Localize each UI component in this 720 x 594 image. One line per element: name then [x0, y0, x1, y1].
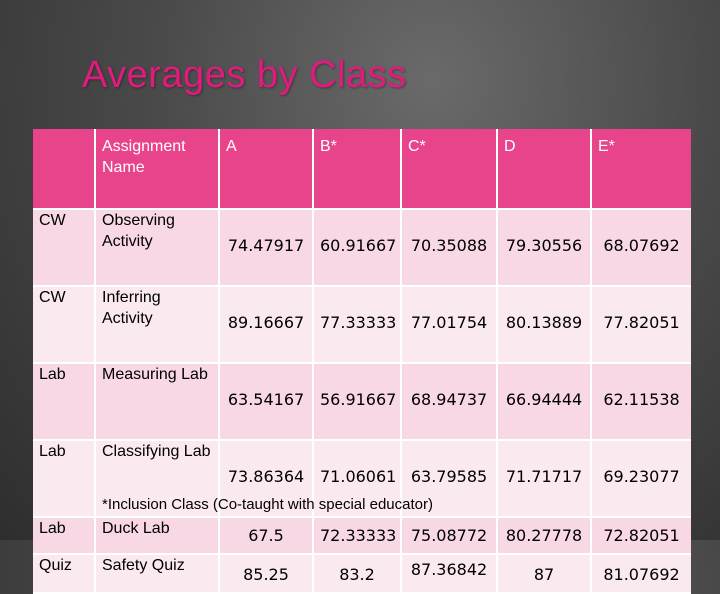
row-assignment-name: Safety Quiz	[95, 554, 220, 594]
value-cell: 85.25	[219, 554, 314, 594]
value-cell: 81.07692	[591, 554, 691, 594]
value-cell: 71.71717	[497, 440, 592, 518]
table-row: Lab Measuring Lab 63.54167 56.91667 68.9…	[33, 363, 691, 441]
value-cell: 69.23077	[591, 440, 691, 518]
row-type: Lab	[33, 440, 96, 518]
value-cell: 74.47917	[219, 209, 314, 287]
value-cell: 73.86364	[219, 440, 314, 518]
header-cell-assignment-name: Assignment Name	[95, 129, 220, 210]
value-cell: 80.27778	[497, 517, 592, 555]
row-type: Lab	[33, 517, 96, 555]
table-row: Lab Classifying Lab 73.86364 71.06061 63…	[33, 440, 691, 518]
value-cell: 66.94444	[497, 363, 592, 441]
row-type: Quiz	[33, 554, 96, 594]
value-cell: 70.35088	[401, 209, 498, 287]
table-row: CW Inferring Activity 89.16667 77.33333 …	[33, 286, 691, 364]
row-assignment-name: Duck Lab	[95, 517, 220, 555]
table-row: Lab Duck Lab 67.5 72.33333 75.08772 80.2…	[33, 517, 691, 555]
header-cell-class-d: D	[497, 129, 592, 210]
value-cell: 63.54167	[219, 363, 314, 441]
table-row: CW Observing Activity 74.47917 60.91667 …	[33, 209, 691, 287]
value-cell: 72.33333	[313, 517, 402, 555]
value-cell: 77.82051	[591, 286, 691, 364]
value-cell: 89.16667	[219, 286, 314, 364]
averages-table: Assignment Name A B* C* D E* CW Observin…	[33, 129, 691, 594]
table-row: Quiz Safety Quiz 85.25 83.2 87.36842 87 …	[33, 554, 691, 594]
value-cell: 72.82051	[591, 517, 691, 555]
value-cell: 68.94737	[401, 363, 498, 441]
row-type: CW	[33, 209, 96, 287]
value-cell: 67.5	[219, 517, 314, 555]
slide-title: Averages by Class	[82, 54, 407, 96]
value-cell: 60.91667	[313, 209, 402, 287]
value-cell: 79.30556	[497, 209, 592, 287]
value-cell: 83.2	[313, 554, 402, 594]
header-cell-class-e: E*	[591, 129, 691, 210]
row-assignment-name: Inferring Activity	[95, 286, 220, 364]
value-cell: 56.91667	[313, 363, 402, 441]
value-cell: 77.01754	[401, 286, 498, 364]
footnote: *Inclusion Class (Co-taught with special…	[102, 496, 433, 513]
value-cell: 75.08772	[401, 517, 498, 555]
value-cell: 63.79585	[401, 440, 498, 518]
row-type: CW	[33, 286, 96, 364]
header-cell-class-c: C*	[401, 129, 498, 210]
value-cell: 87.36842	[401, 554, 498, 594]
row-assignment-name: Observing Activity	[95, 209, 220, 287]
header-row: Assignment Name A B* C* D E*	[33, 129, 691, 210]
header-cell-class-a: A	[219, 129, 314, 210]
value-cell: 71.06061	[313, 440, 402, 518]
row-type: Lab	[33, 363, 96, 441]
value-cell: 80.13889	[497, 286, 592, 364]
row-assignment-name: Measuring Lab	[95, 363, 220, 441]
header-cell-class-b: B*	[313, 129, 402, 210]
value-cell: 62.11538	[591, 363, 691, 441]
value-cell: 77.33333	[313, 286, 402, 364]
value-cell: 68.07692	[591, 209, 691, 287]
row-assignment-name: Classifying Lab	[95, 440, 220, 518]
value-cell: 87	[497, 554, 592, 594]
header-cell-type	[33, 129, 96, 210]
